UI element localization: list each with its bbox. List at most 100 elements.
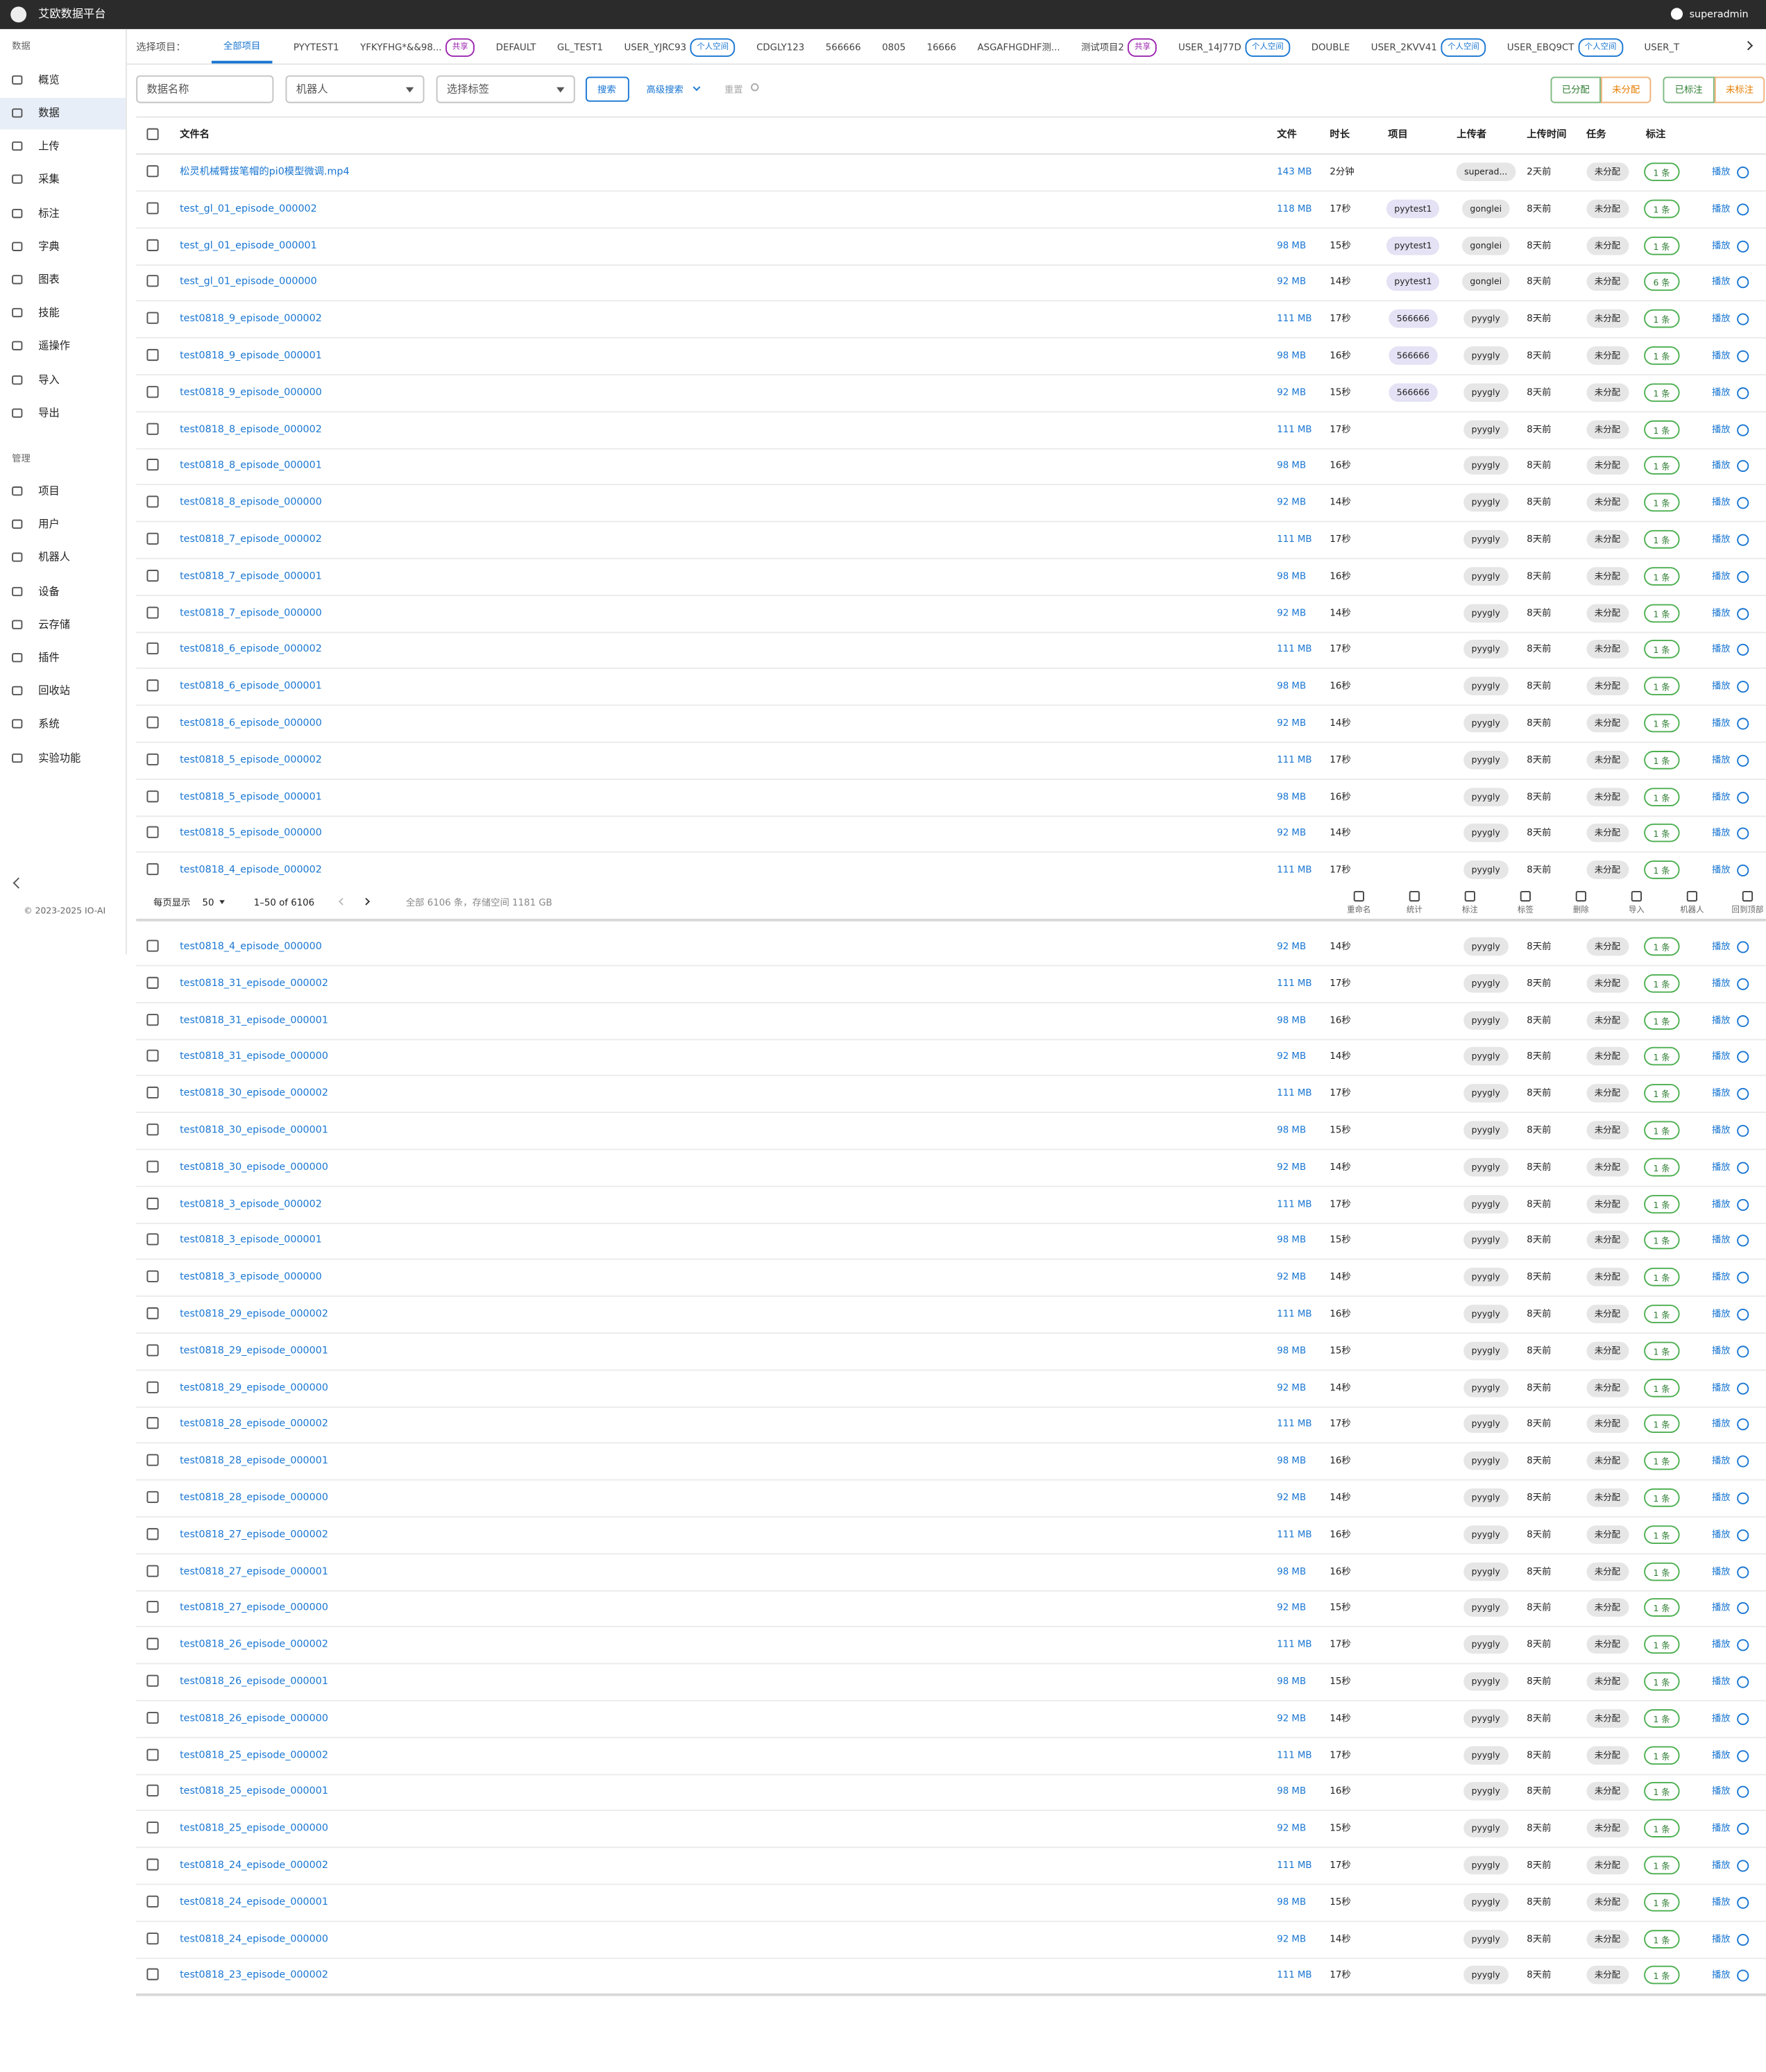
sidebar-item[interactable]: 机器人 (38, 551, 70, 563)
file-name[interactable]: test0818_7_episode_000001 (180, 569, 322, 581)
label-chip[interactable]: 1 条 (1644, 713, 1680, 733)
play-link[interactable]: 播放 (1711, 1455, 1731, 1467)
label-chip[interactable]: 1 条 (1644, 1268, 1680, 1286)
play-link[interactable]: 播放 (1711, 754, 1731, 765)
toolbar-icon[interactable] (1409, 890, 1420, 902)
file-name[interactable]: 松灵机械臂拔笔帽的pi0模型微调.mp4 (180, 165, 350, 178)
file-name[interactable]: test0818_26_episode_000000 (180, 1711, 328, 1724)
row-checkbox[interactable] (146, 1234, 159, 1246)
status-filter[interactable] (1600, 76, 1652, 103)
row-checkbox[interactable] (146, 1380, 159, 1393)
toolbar-label[interactable]: 回到顶部 (1731, 905, 1764, 915)
file-name[interactable]: test0818_26_episode_000002 (180, 1638, 328, 1650)
row-checkbox[interactable] (146, 1307, 159, 1320)
project-tab[interactable]: YFKYFHG*&&98... 共享 (360, 32, 475, 64)
sidebar-item[interactable]: 回收站 (38, 684, 70, 697)
toolbar-icon[interactable] (1353, 890, 1364, 902)
label-chip[interactable]: 1 条 (1644, 860, 1680, 880)
project-tab[interactable]: 566666 (826, 32, 861, 64)
status-filter[interactable] (1550, 76, 1601, 103)
row-checkbox[interactable] (146, 753, 159, 765)
file-name[interactable]: test0818_29_episode_000001 (180, 1343, 328, 1357)
play-link[interactable]: 播放 (1711, 1529, 1731, 1540)
row-checkbox[interactable] (146, 790, 159, 802)
row-checkbox[interactable] (146, 1454, 159, 1467)
row-checkbox[interactable] (146, 1969, 159, 1981)
row-checkbox[interactable] (146, 385, 159, 398)
row-checkbox[interactable] (146, 1123, 159, 1136)
play-link[interactable]: 播放 (1711, 717, 1731, 729)
row-checkbox[interactable] (146, 1491, 159, 1503)
row-checkbox[interactable] (146, 239, 159, 251)
select-all[interactable] (146, 128, 159, 140)
row-checkbox[interactable] (146, 422, 159, 434)
label-chip[interactable]: 1 条 (1644, 529, 1680, 549)
play-link[interactable]: 播放 (1711, 276, 1731, 288)
play-link[interactable]: 播放 (1711, 203, 1731, 214)
label-chip[interactable]: 1 条 (1644, 309, 1680, 328)
project-tab[interactable]: USER_T (1644, 32, 1679, 64)
play-link[interactable]: 播放 (1711, 865, 1731, 876)
file-name[interactable]: test0818_29_episode_000002 (180, 1307, 328, 1320)
row-checkbox[interactable] (146, 863, 159, 876)
file-name[interactable]: test0818_27_episode_000000 (180, 1601, 328, 1613)
play-link[interactable]: 播放 (1711, 313, 1731, 325)
play-link[interactable]: 播放 (1711, 1492, 1731, 1503)
play-link[interactable]: 播放 (1711, 1125, 1731, 1136)
file-name[interactable]: test0818_30_episode_000001 (180, 1123, 328, 1136)
play-link[interactable]: 播放 (1711, 1823, 1731, 1834)
file-name[interactable]: test0818_5_episode_000000 (180, 826, 322, 839)
toolbar-icon[interactable] (1464, 890, 1475, 902)
row-checkbox[interactable] (146, 826, 159, 839)
play-link[interactable]: 播放 (1711, 644, 1731, 655)
row-checkbox[interactable] (146, 532, 159, 545)
name-input[interactable] (136, 75, 274, 103)
robot-select[interactable] (285, 75, 425, 103)
toolbar-label[interactable]: 删除 (1572, 905, 1589, 915)
file-name[interactable]: test0818_4_episode_000000 (180, 940, 322, 952)
label-chip[interactable]: 1 条 (1644, 346, 1680, 365)
play-link[interactable]: 播放 (1711, 1933, 1731, 1944)
label-chip[interactable]: 1 条 (1644, 1892, 1680, 1912)
label-chip[interactable]: 1 条 (1644, 199, 1680, 218)
file-name[interactable]: test0818_9_episode_000002 (180, 312, 322, 325)
sidebar-item[interactable]: 技能 (38, 306, 60, 319)
label-chip[interactable]: 1 条 (1644, 1157, 1680, 1177)
toolbar-label[interactable]: 机器人 (1680, 905, 1704, 915)
label-chip[interactable]: 1 条 (1644, 1929, 1680, 1948)
row-checkbox[interactable] (146, 569, 159, 581)
row-checkbox[interactable] (146, 1417, 159, 1430)
label-chip[interactable]: 1 条 (1644, 1672, 1680, 1691)
file-name[interactable]: test0818_30_episode_000000 (180, 1160, 328, 1173)
label-chip[interactable]: 1 条 (1644, 937, 1680, 956)
sidebar-item[interactable]: 实验功能 (38, 751, 81, 765)
tabs-next-arrow[interactable] (1743, 40, 1754, 51)
file-name[interactable]: test_gl_01_episode_000001 (180, 239, 317, 251)
toolbar-icon[interactable] (1520, 890, 1531, 902)
user-name[interactable]: superadmin (1689, 8, 1749, 20)
sidebar-item[interactable]: 字典 (38, 240, 60, 253)
row-checkbox[interactable] (146, 643, 159, 655)
row-checkbox[interactable] (146, 1050, 159, 1062)
label-chip[interactable]: 1 条 (1644, 1966, 1680, 1985)
row-checkbox[interactable] (146, 1197, 159, 1209)
file-name[interactable]: test0818_24_episode_000002 (180, 1858, 328, 1871)
sidebar-item[interactable]: 插件 (38, 652, 60, 664)
play-link[interactable]: 播放 (1711, 239, 1731, 251)
project-tab[interactable]: ASGAFHGDHF测... (978, 32, 1060, 64)
project-tab[interactable]: 测试项目2 共享 (1081, 32, 1157, 64)
file-name[interactable]: test0818_3_episode_000001 (180, 1234, 322, 1246)
row-checkbox[interactable] (146, 202, 159, 214)
play-link[interactable]: 播放 (1711, 1382, 1731, 1393)
sidebar-item[interactable]: 采集 (38, 173, 60, 185)
row-checkbox[interactable] (146, 606, 159, 618)
sidebar-item[interactable]: 设备 (38, 585, 60, 598)
project-tab[interactable]: 0805 (882, 32, 906, 64)
collapse-button[interactable] (12, 877, 24, 889)
file-name[interactable]: test0818_8_episode_000001 (180, 459, 322, 471)
row-checkbox[interactable] (146, 679, 159, 692)
play-link[interactable]: 播放 (1711, 1235, 1731, 1246)
row-checkbox[interactable] (146, 1822, 159, 1834)
label-chip[interactable]: 1 条 (1644, 1378, 1680, 1397)
play-link[interactable]: 播放 (1711, 828, 1731, 839)
